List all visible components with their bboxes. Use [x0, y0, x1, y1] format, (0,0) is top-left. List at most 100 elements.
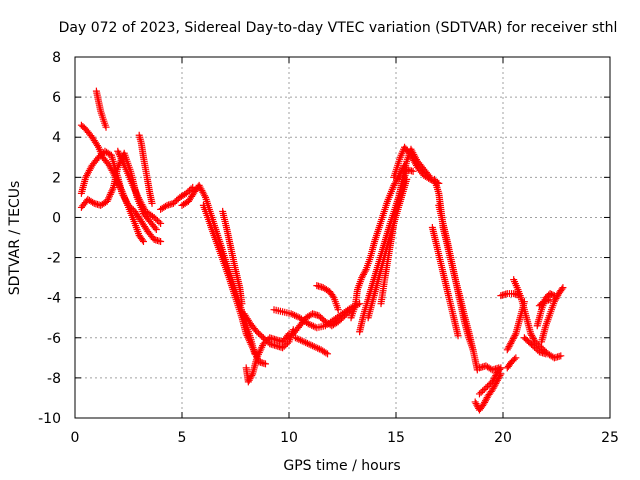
series-track-ab	[503, 354, 520, 372]
data-point	[151, 224, 159, 232]
data-point	[559, 284, 567, 292]
data-point	[482, 384, 490, 392]
data-point	[256, 331, 264, 339]
data-point	[279, 344, 287, 352]
series-track-f	[114, 147, 165, 227]
data-point	[184, 188, 192, 196]
data-point	[309, 342, 317, 350]
data-point	[295, 335, 303, 343]
data-point	[263, 337, 271, 345]
data-point	[510, 355, 518, 363]
data-point	[479, 387, 487, 395]
data-point	[475, 390, 483, 398]
data-point	[529, 333, 537, 341]
data-point	[341, 312, 349, 320]
data-point	[358, 274, 366, 282]
data-marks	[77, 87, 567, 414]
data-point	[359, 270, 367, 278]
data-point	[292, 312, 300, 320]
data-point	[298, 337, 306, 345]
data-point	[510, 333, 518, 341]
data-point	[506, 341, 514, 349]
data-point	[152, 225, 160, 233]
data-point	[480, 400, 488, 408]
y-tick-label: -2	[47, 251, 61, 267]
series-track-w	[435, 201, 477, 354]
data-point	[425, 174, 433, 182]
data-point	[238, 300, 246, 308]
data-point	[344, 309, 352, 317]
data-point	[527, 330, 535, 338]
data-point	[308, 321, 316, 329]
data-point	[558, 285, 566, 293]
data-point	[187, 185, 195, 193]
data-point	[504, 344, 512, 352]
series-track-ai	[535, 296, 554, 310]
data-point	[491, 373, 499, 381]
x-tick-labels: 0 5 10 15 20 25	[71, 430, 619, 446]
y-tick-label: 6	[52, 90, 61, 106]
data-point	[287, 310, 295, 318]
series-track-e	[135, 131, 156, 207]
data-point	[310, 343, 318, 351]
data-point	[297, 336, 305, 344]
series-track-x	[428, 223, 462, 340]
data-point	[302, 339, 310, 347]
data-point	[477, 388, 485, 396]
data-point	[483, 382, 491, 390]
data-point	[305, 340, 313, 348]
data-point	[339, 313, 347, 321]
y-tick-label: 4	[52, 130, 61, 146]
data-point	[152, 215, 160, 223]
data-point	[505, 343, 513, 351]
data-point	[482, 395, 490, 403]
data-point	[337, 315, 345, 323]
series-track-af	[520, 334, 550, 358]
series-track-b	[77, 121, 147, 246]
data-point	[258, 332, 266, 340]
data-point	[503, 346, 511, 354]
x-tick-label: 0	[71, 430, 80, 446]
data-point	[314, 344, 322, 352]
data-point	[552, 294, 560, 302]
data-point	[471, 398, 479, 406]
data-point	[317, 313, 325, 321]
series-track-g	[157, 183, 197, 213]
data-point	[480, 385, 488, 393]
data-point	[512, 354, 520, 362]
data-point	[307, 341, 315, 349]
data-point	[259, 334, 267, 342]
series-track-y	[471, 370, 505, 414]
data-point	[488, 378, 496, 386]
data-point	[93, 142, 101, 150]
data-point	[531, 343, 539, 351]
data-point	[291, 334, 299, 342]
data-point	[342, 310, 350, 318]
data-point	[171, 198, 179, 206]
data-point	[550, 298, 558, 306]
chart-title: Day 072 of 2023, Sidereal Day-to-day VTE…	[59, 20, 618, 36]
data-point	[488, 386, 496, 394]
data-point	[247, 373, 255, 381]
data-point	[490, 383, 498, 391]
data-point	[309, 322, 317, 330]
y-tick-label: 8	[52, 50, 61, 66]
data-point	[245, 376, 253, 384]
data-point	[508, 336, 516, 344]
data-point	[280, 342, 288, 350]
series-track-j	[219, 207, 246, 308]
series-track-aa	[475, 362, 503, 374]
data-point	[244, 378, 252, 386]
data-point	[546, 296, 554, 304]
data-point	[329, 292, 337, 300]
y-axis-title: SDTVAR / TECUs	[7, 181, 23, 296]
data-point	[303, 339, 311, 347]
data-point	[532, 345, 540, 353]
data-point	[248, 371, 256, 379]
data-point	[150, 213, 158, 221]
x-tick-label: 15	[387, 430, 405, 446]
data-point	[293, 335, 301, 343]
x-tick-label: 5	[178, 430, 187, 446]
data-point	[289, 311, 297, 319]
